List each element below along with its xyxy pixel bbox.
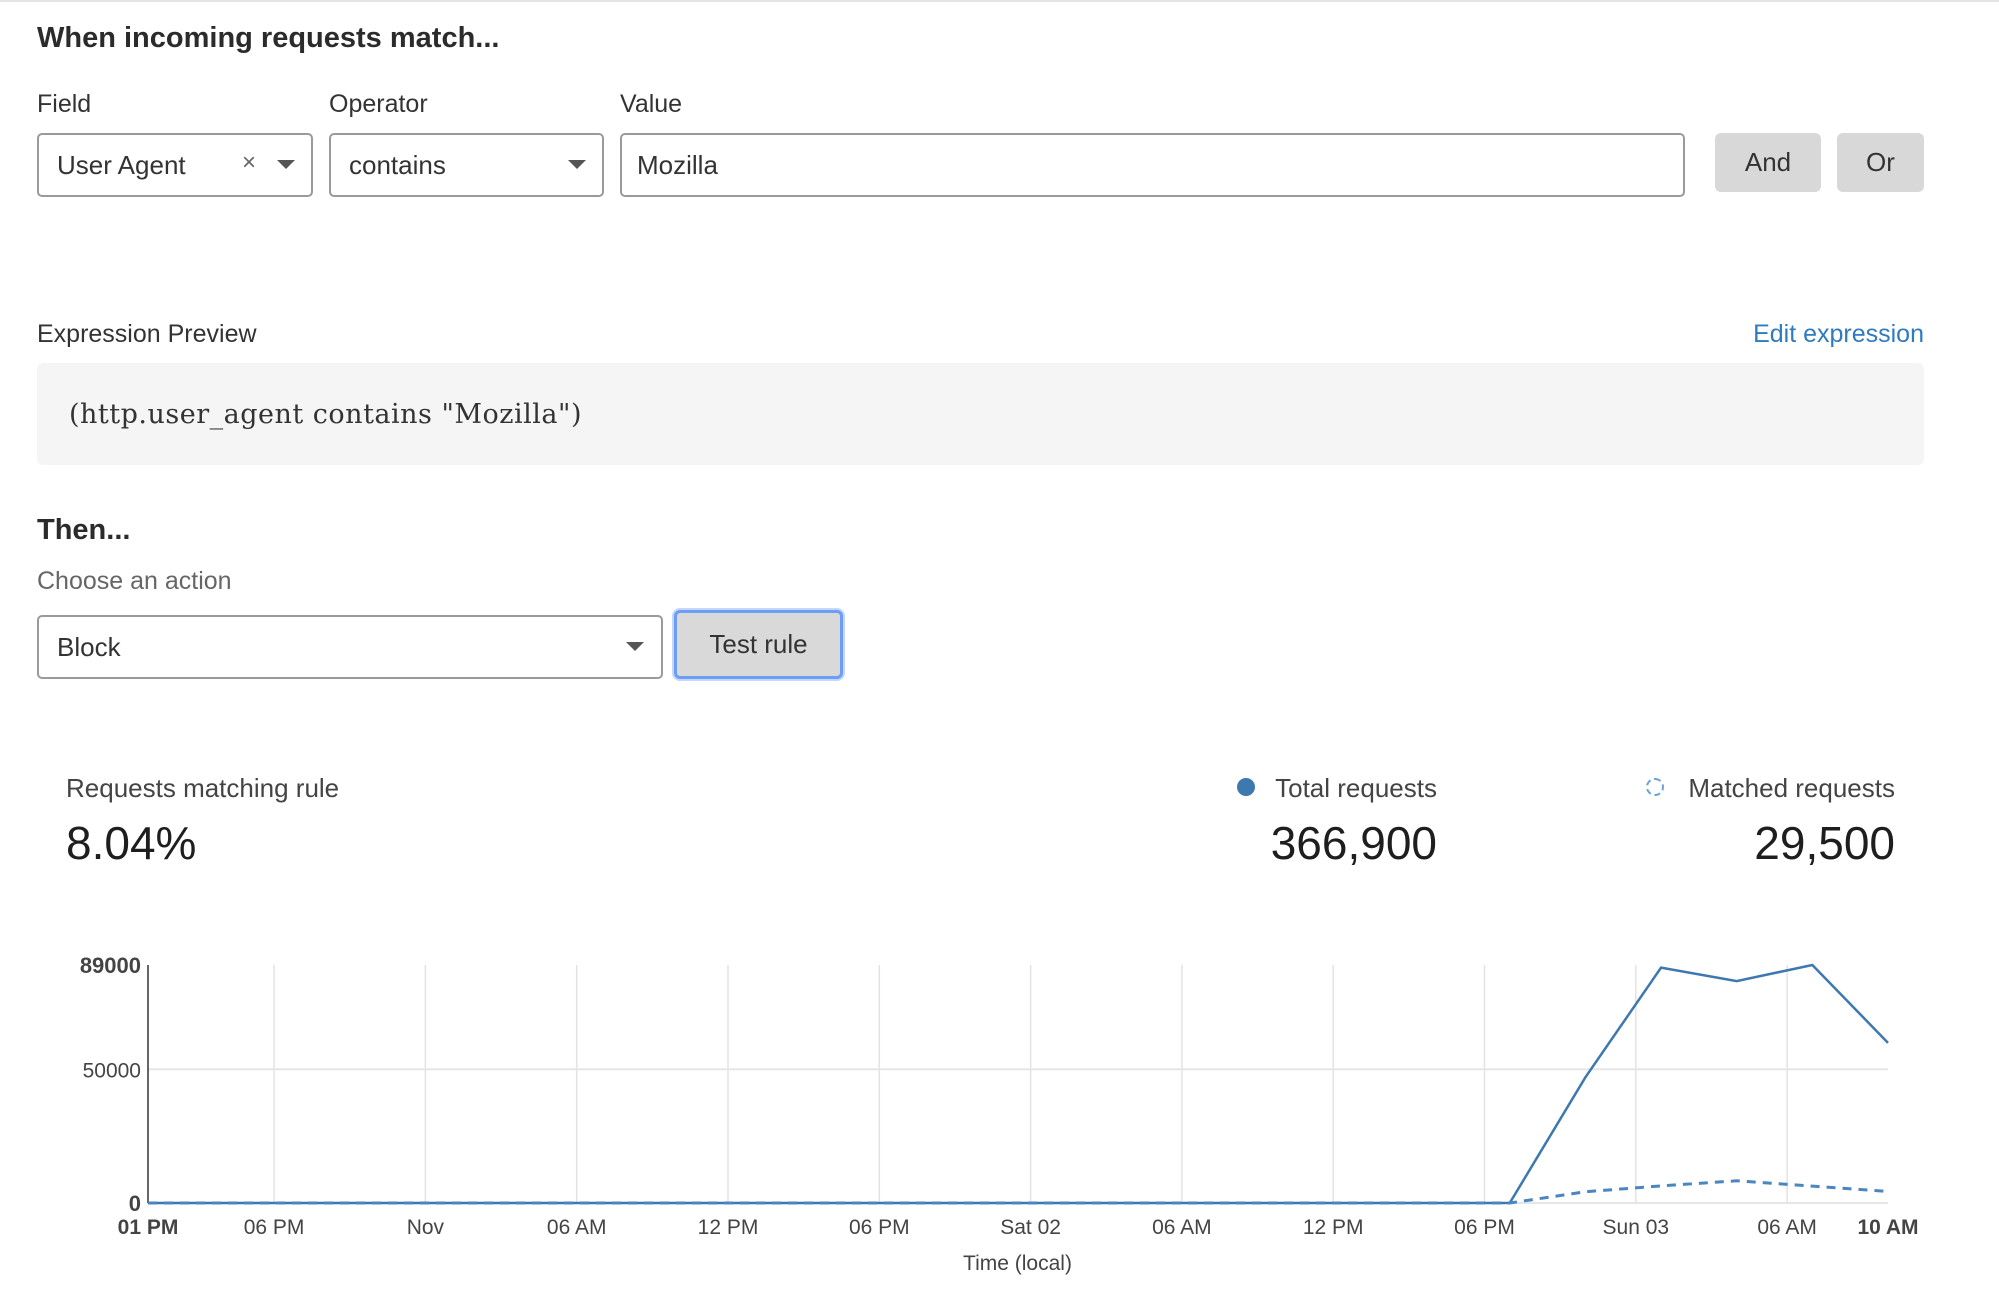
match-heading: When incoming requests match...	[37, 22, 500, 54]
x-tick-label: 06 PM	[1454, 1216, 1515, 1239]
x-axis-title: Time (local)	[963, 1252, 1072, 1275]
x-tick-label: 01 PM	[118, 1216, 179, 1239]
value-input[interactable]: Mozilla	[620, 133, 1685, 197]
y-tick-label: 89000	[80, 953, 141, 978]
field-select-value: User Agent	[57, 149, 186, 180]
requests-chart: 01 PM 06 PM Nov 06 AM 12 PM 06 PM Sat 02 06 AM 1…	[80, 953, 1919, 1239]
x-tick-label: Sat 02	[1000, 1216, 1061, 1239]
matched-legend-dashed-icon	[1646, 778, 1664, 796]
x-tick-label: 12 PM	[698, 1216, 759, 1239]
action-select[interactable]: Block	[37, 615, 663, 679]
x-tick-label: Nov	[407, 1216, 445, 1239]
x-tick-label: 10 AM	[1857, 1216, 1918, 1239]
chevron-down-icon[interactable]	[277, 160, 295, 169]
matching-rule-value: 8.04%	[66, 817, 197, 869]
x-tick-label: 06 PM	[244, 1216, 305, 1239]
matched-requests-line	[148, 1179, 1889, 1205]
total-legend-dot-icon	[1237, 778, 1255, 796]
operator-label: Operator	[329, 90, 428, 118]
matching-rule-label: Requests matching rule	[66, 773, 340, 803]
operator-select[interactable]: contains	[329, 133, 604, 197]
total-requests-label: Total requests	[1275, 773, 1437, 803]
x-tick-label: 06 AM	[1152, 1216, 1212, 1239]
expression-code: (http.user_agent contains "Mozilla")	[69, 398, 582, 430]
test-rule-button[interactable]: Test rule	[674, 610, 843, 679]
then-heading: Then...	[37, 514, 131, 546]
x-tick-label: 12 PM	[1303, 1216, 1364, 1239]
or-button[interactable]: Or	[1837, 133, 1924, 192]
field-label: Field	[37, 90, 92, 118]
value-input-text: Mozilla	[637, 149, 718, 180]
total-requests-line	[148, 963, 1889, 1205]
action-select-value: Block	[57, 631, 121, 662]
operator-select-value: contains	[349, 149, 446, 180]
x-tick-label: 06 AM	[547, 1216, 607, 1239]
and-button[interactable]: And	[1715, 133, 1821, 192]
chevron-down-icon	[626, 642, 644, 651]
edit-expression-link[interactable]: Edit expression	[1753, 320, 1924, 348]
chevron-down-icon	[568, 160, 586, 169]
field-select[interactable]: User Agent ×	[37, 133, 313, 197]
y-tick-label: 0	[129, 1191, 141, 1216]
total-requests-value: 366,900	[1270, 817, 1437, 869]
clear-icon[interactable]: ×	[242, 149, 257, 176]
x-tick-label: 06 PM	[849, 1216, 910, 1239]
x-tick-label: Sun 03	[1603, 1216, 1670, 1239]
y-tick-label: 50000	[83, 1059, 141, 1082]
expression-preview-label: Expression Preview	[37, 320, 257, 348]
choose-action-label: Choose an action	[37, 567, 232, 595]
x-tick-label: 06 AM	[1757, 1216, 1817, 1239]
expression-preview: (http.user_agent contains "Mozilla")	[37, 363, 1924, 465]
matched-requests-value: 29,500	[1754, 817, 1895, 869]
value-label: Value	[620, 90, 683, 118]
matched-requests-label: Matched requests	[1688, 773, 1895, 803]
